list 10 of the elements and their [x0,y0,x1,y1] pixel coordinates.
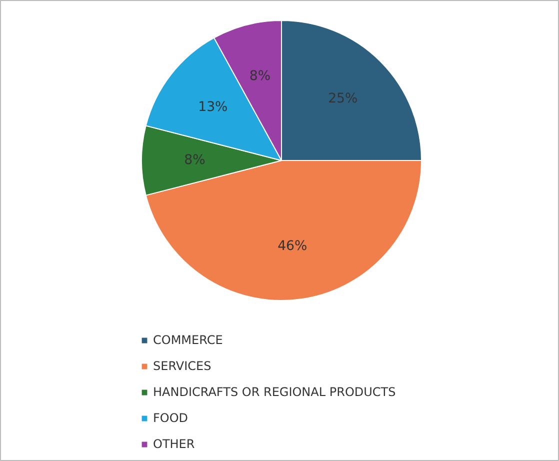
data-label: 25% [328,92,358,107]
data-label: 8% [184,153,206,168]
legend-label: HANDICRAFTS OR REGIONAL PRODUCTS [153,385,396,399]
legend-label: OTHER [153,437,195,451]
legend-label: FOOD [153,411,188,425]
data-label: 13% [198,100,228,115]
legend-label: COMMERCE [153,333,223,347]
data-label: 8% [249,68,270,84]
data-label: 46% [278,239,308,254]
legend-label: SERVICES [153,359,212,373]
